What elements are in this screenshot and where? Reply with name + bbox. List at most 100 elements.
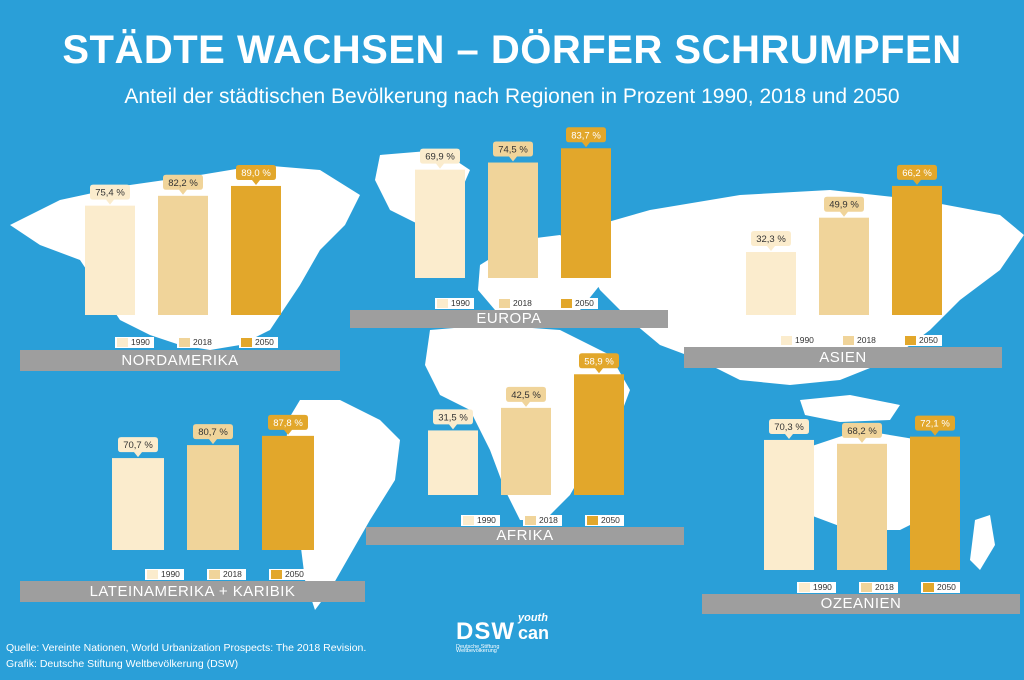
legend-item-asien-1990: 1990 <box>779 335 818 346</box>
bar-lateinamerika-karibik-2050 <box>262 435 314 550</box>
legend-afrika: 1990 2018 2050 <box>461 515 671 526</box>
legend-label-2050: 2050 <box>601 515 620 525</box>
bar-europa-2018 <box>488 162 538 278</box>
youthcan-logo: youth can <box>518 612 562 652</box>
label-bubble-ozeanien-2050 <box>915 415 955 436</box>
label-bubble-afrika-2050 <box>579 353 619 374</box>
legend-item-europa-1990: 1990 <box>435 298 474 309</box>
label-bubble-ozeanien-2018 <box>842 422 882 443</box>
legend-swatch-1990 <box>117 338 128 347</box>
value-label-ozeanien-2018: 68,2 % <box>847 426 877 437</box>
legend-label-1990: 1990 <box>161 569 180 579</box>
legend-label-2050: 2050 <box>255 337 274 347</box>
value-label-asien-2050: 66,2 % <box>902 168 932 179</box>
legend-label-1990: 1990 <box>131 337 150 347</box>
dsw-logo: DSW Deutsche Stiftung Weltbevölkerung <box>456 618 515 654</box>
label-bubble-europa-1990 <box>420 148 460 169</box>
label-bubble-lateinamerika-karibik-1990 <box>118 437 158 458</box>
chart-europa: 69,9 % 74,5 % 83,7 % <box>415 127 611 278</box>
chart-nordamerika: 75,4 % 82,2 % 89,0 % <box>85 164 281 315</box>
value-label-asien-1990: 32,3 % <box>756 234 786 245</box>
legend-item-asien-2050: 2050 <box>903 335 942 346</box>
bar-afrika-2018 <box>501 407 551 495</box>
label-bubble-asien-2050 <box>897 164 937 185</box>
legend-swatch-1990 <box>781 336 792 345</box>
bar-europa-1990 <box>415 169 465 278</box>
region-label-europa: EUROPA <box>350 310 668 328</box>
value-label-nordamerika-1990: 75,4 % <box>95 188 125 199</box>
legend-europa: 1990 2018 2050 <box>435 298 645 309</box>
bar-afrika-1990 <box>428 430 478 495</box>
legend-label-1990: 1990 <box>795 335 814 345</box>
region-label-asien: ASIEN <box>684 347 1002 368</box>
value-label-lateinamerika-karibik-2018: 80,7 % <box>198 427 228 438</box>
legend-swatch-2050 <box>241 338 252 347</box>
value-label-nordamerika-2018: 82,2 % <box>168 178 198 189</box>
value-label-europa-1990: 69,9 % <box>425 152 455 163</box>
chart-afrika: 31,5 % 42,5 % 58,9 % <box>428 353 624 495</box>
legend-ozeanien: 1990 2018 2050 <box>797 582 1007 593</box>
legend-swatch-1990 <box>437 299 448 308</box>
legend-item-ozeanien-1990: 1990 <box>797 582 836 593</box>
bar-nordamerika-2018 <box>158 195 208 315</box>
label-bubble-nordamerika-1990 <box>90 184 130 205</box>
legend-item-europa-2050: 2050 <box>559 298 598 309</box>
legend-label-2018: 2018 <box>223 569 242 579</box>
region-label-afrika: AFRIKA <box>366 527 684 545</box>
legend-item-lateinamerika-karibik-2050: 2050 <box>269 569 308 580</box>
legend-label-2018: 2018 <box>513 298 532 308</box>
legend-item-asien-2018: 2018 <box>841 335 880 346</box>
label-bubble-europa-2050 <box>566 127 606 148</box>
value-label-afrika-1990: 31,5 % <box>438 412 468 423</box>
dsw-logo-text: DSW <box>456 618 515 645</box>
dsw-logo-sub-2: Weltbevölkerung <box>456 648 497 654</box>
legend-item-afrika-2050: 2050 <box>585 515 624 526</box>
bar-asien-2018 <box>819 217 869 315</box>
label-bubble-nordamerika-2050 <box>236 164 276 185</box>
value-label-europa-2018: 74,5 % <box>498 145 528 156</box>
legend-label-1990: 1990 <box>813 582 832 592</box>
chart-asien: 32,3 % 49,9 % 66,2 % <box>746 164 942 315</box>
value-label-europa-2050: 83,7 % <box>571 130 601 141</box>
bar-ozeanien-2018 <box>837 443 887 570</box>
legend-item-nordamerika-1990: 1990 <box>115 337 154 348</box>
legend-swatch-1990 <box>799 583 810 592</box>
legend-swatch-2018 <box>843 336 854 345</box>
youthcan-logo-can: can <box>518 623 550 643</box>
page-title: STÄDTE WACHSEN – DÖRFER SCHRUMPFEN <box>62 28 962 72</box>
region-label-ozeanien: OZEANIEN <box>702 594 1020 614</box>
value-label-asien-2018: 49,9 % <box>829 200 859 211</box>
value-label-afrika-2018: 42,5 % <box>511 390 541 401</box>
legend-label-2018: 2018 <box>857 335 876 345</box>
label-bubble-afrika-1990 <box>433 409 473 430</box>
youthcan-logo-youth: youth <box>518 612 548 624</box>
chart-lateinamerika: 70,7 % 80,7 % 87,8 % <box>112 414 314 550</box>
value-label-lateinamerika-karibik-2050: 87,8 % <box>273 418 303 429</box>
legend-swatch-2018 <box>861 583 872 592</box>
label-bubble-europa-2018 <box>493 141 533 162</box>
legend-item-nordamerika-2050: 2050 <box>239 337 278 348</box>
legend-item-nordamerika-2018: 2018 <box>177 337 216 348</box>
bar-europa-2050 <box>561 148 611 278</box>
legend-swatch-2050 <box>587 516 598 525</box>
legend-label-2050: 2050 <box>937 582 956 592</box>
bar-afrika-2050 <box>574 374 624 495</box>
label-bubble-asien-1990 <box>751 231 791 252</box>
legend-label-2050: 2050 <box>919 335 938 345</box>
chart-ozeanien: 70,3 % 68,2 % 72,1 % <box>764 415 960 570</box>
legend-item-lateinamerika-karibik-1990: 1990 <box>145 569 184 580</box>
legend-swatch-2050 <box>271 570 282 579</box>
label-bubble-lateinamerika-karibik-2050 <box>268 414 308 435</box>
bar-ozeanien-2050 <box>910 436 960 570</box>
footer-graphic: Grafik: Deutsche Stiftung Weltbevölkerun… <box>6 658 239 670</box>
label-bubble-asien-2018 <box>824 196 864 217</box>
legend-item-ozeanien-2050: 2050 <box>921 582 960 593</box>
page-subtitle: Anteil der städtischen Bevölkerung nach … <box>124 85 900 108</box>
value-label-lateinamerika-karibik-1990: 70,7 % <box>123 440 153 451</box>
landmass-new-zealand <box>970 515 995 570</box>
value-label-ozeanien-2050: 72,1 % <box>920 419 950 430</box>
legend-swatch-2018 <box>525 516 536 525</box>
legend-item-lateinamerika-karibik-2018: 2018 <box>207 569 246 580</box>
bar-asien-2050 <box>892 185 942 315</box>
legend-item-afrika-1990: 1990 <box>461 515 500 526</box>
